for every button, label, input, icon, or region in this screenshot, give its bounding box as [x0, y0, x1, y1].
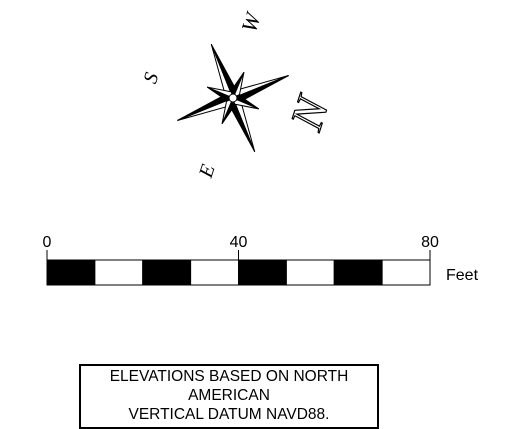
compass-label-north: N [280, 89, 339, 137]
compass-star [177, 43, 289, 153]
compass-rose: W S E N [139, 9, 339, 182]
compass-label-west: W [236, 9, 266, 36]
scale-ticks: 0 40 80 [43, 234, 439, 260]
scale-segment [333, 259, 383, 286]
scale-tick-label: 0 [43, 234, 52, 251]
scale-segment [94, 259, 144, 286]
scale-segment [285, 259, 335, 286]
datum-note-line-2: VERTICAL DATUM NAVD88. [128, 406, 330, 423]
scale-segment [46, 259, 96, 286]
compass-label-east: E [195, 162, 220, 181]
scale-tick-label: 40 [230, 234, 248, 251]
scale-segment [190, 259, 239, 286]
scale-unit-label: Feet [446, 267, 479, 284]
scale-segments [46, 259, 431, 286]
scale-segment [238, 259, 287, 286]
scale-segment [142, 259, 192, 286]
compass-label-south: S [139, 70, 163, 86]
datum-note-box: ELEVATIONS BASED ON NORTH AMERICAN VERTI… [79, 364, 379, 429]
scale-tick-label: 80 [421, 234, 439, 251]
scale-bar: 0 40 80 Feet [43, 234, 479, 286]
datum-note-line-1: ELEVATIONS BASED ON NORTH AMERICAN [109, 368, 349, 404]
scale-segment [381, 259, 431, 286]
